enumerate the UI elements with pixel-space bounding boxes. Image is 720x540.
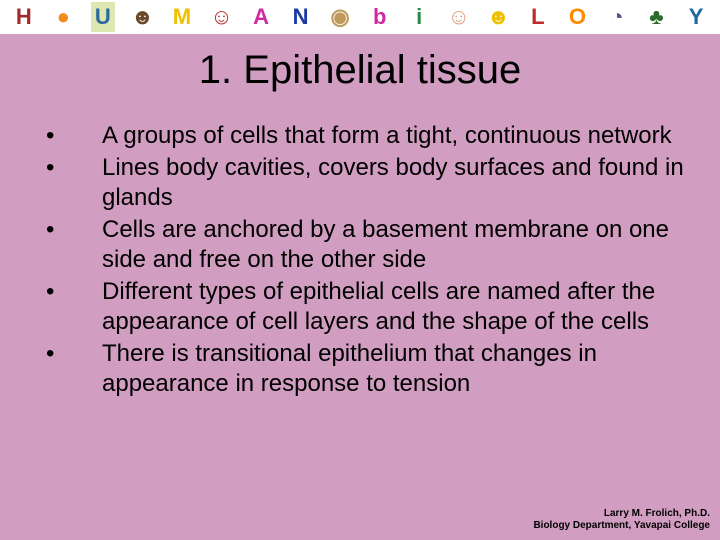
- bullet-marker: •: [40, 153, 102, 183]
- footer-line-2: Biology Department, Yavapai College: [533, 520, 710, 532]
- bullet-marker: •: [40, 339, 102, 369]
- footer-line-1: Larry M. Frolich, Ph.D.: [533, 508, 710, 520]
- banner-letter: ◉: [328, 2, 352, 32]
- banner-letter: H: [12, 2, 36, 32]
- bullet-text: Cells are anchored by a basement membran…: [102, 215, 690, 275]
- banner-letter: b: [368, 2, 392, 32]
- bullet-item: •Lines body cavities, covers body surfac…: [40, 153, 690, 213]
- banner-letter: ☻: [486, 2, 510, 32]
- banner-letter: M: [170, 2, 194, 32]
- banner-letter: ☺: [447, 2, 471, 32]
- footer-attribution: Larry M. Frolich, Ph.D. Biology Departme…: [533, 508, 710, 532]
- bullet-marker: •: [40, 121, 102, 151]
- slide-title: 1. Epithelial tissue: [0, 48, 720, 93]
- bullet-item: •Cells are anchored by a basement membra…: [40, 215, 690, 275]
- banner-letter: ●: [51, 2, 75, 32]
- bullet-item: •Different types of epithelial cells are…: [40, 277, 690, 337]
- banner-letter: Y: [684, 2, 708, 32]
- banner-letter: ☺: [210, 2, 234, 32]
- bullet-text: Different types of epithelial cells are …: [102, 277, 690, 337]
- decorative-banner: H ● U ☻ M ☺ AN ◉ bi ☺ ☻ LO ◔ ♣ Y: [0, 0, 720, 34]
- banner-letter: U: [91, 2, 115, 32]
- bullet-text: There is transitional epithelium that ch…: [102, 339, 690, 399]
- banner-letter: A: [249, 2, 273, 32]
- bullet-text: Lines body cavities, covers body surface…: [102, 153, 690, 213]
- banner-letter: O: [565, 2, 589, 32]
- bullet-item: •There is transitional epithelium that c…: [40, 339, 690, 399]
- bullet-item: •A groups of cells that form a tight, co…: [40, 121, 690, 151]
- bullet-marker: •: [40, 277, 102, 307]
- banner-letter: L: [526, 2, 550, 32]
- slide-content: •A groups of cells that form a tight, co…: [0, 121, 720, 399]
- banner-letter: N: [289, 2, 313, 32]
- banner-letter: ♣: [645, 2, 669, 32]
- banner-letter: ◔: [605, 2, 629, 32]
- bullet-text: A groups of cells that form a tight, con…: [102, 121, 690, 151]
- bullet-marker: •: [40, 215, 102, 245]
- banner-letter: ☻: [130, 2, 154, 32]
- banner-letter: i: [407, 2, 431, 32]
